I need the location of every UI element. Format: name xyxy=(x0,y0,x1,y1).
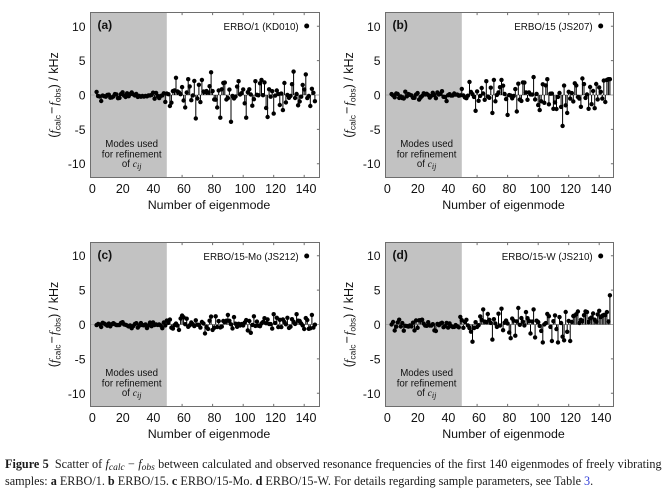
svg-text:60: 60 xyxy=(177,182,191,196)
svg-text:40: 40 xyxy=(146,182,160,196)
svg-text:(fcalc − fobs) / kHz: (fcalc − fobs) / kHz xyxy=(340,282,358,367)
svg-text:Modes used: Modes used xyxy=(400,368,453,379)
svg-text:0: 0 xyxy=(384,182,391,196)
svg-text:(fcalc − fobs) / kHz: (fcalc − fobs) / kHz xyxy=(45,52,63,137)
svg-text:40: 40 xyxy=(441,411,455,425)
svg-text:-10: -10 xyxy=(68,157,86,171)
svg-text:0: 0 xyxy=(79,89,86,103)
svg-text:(c): (c) xyxy=(98,248,113,262)
svg-text:100: 100 xyxy=(530,411,551,425)
svg-text:20: 20 xyxy=(116,411,130,425)
svg-text:100: 100 xyxy=(530,182,551,196)
svg-text:10: 10 xyxy=(72,249,86,263)
svg-text:of cij: of cij xyxy=(122,159,142,171)
svg-text:-10: -10 xyxy=(363,387,381,401)
svg-text:ERBO/1 (KD010): ERBO/1 (KD010) xyxy=(224,22,299,33)
svg-text:80: 80 xyxy=(502,411,516,425)
svg-text:100: 100 xyxy=(235,182,256,196)
svg-text:0: 0 xyxy=(79,318,86,332)
svg-text:-10: -10 xyxy=(68,387,86,401)
svg-text:10: 10 xyxy=(367,249,381,263)
svg-text:0: 0 xyxy=(89,411,96,425)
svg-text:-5: -5 xyxy=(75,352,86,366)
svg-text:of cij: of cij xyxy=(417,388,437,400)
svg-text:140: 140 xyxy=(296,411,317,425)
svg-text:10: 10 xyxy=(72,20,86,34)
svg-text:5: 5 xyxy=(79,284,86,298)
svg-text:-5: -5 xyxy=(370,123,381,137)
svg-text:for refinement: for refinement xyxy=(102,149,162,160)
svg-text:60: 60 xyxy=(177,411,191,425)
svg-text:Modes used: Modes used xyxy=(105,368,158,379)
svg-text:5: 5 xyxy=(374,284,381,298)
svg-text:20: 20 xyxy=(411,182,425,196)
svg-text:140: 140 xyxy=(591,182,612,196)
svg-text:40: 40 xyxy=(146,411,160,425)
svg-text:120: 120 xyxy=(560,411,581,425)
svg-text:for refinement: for refinement xyxy=(102,378,162,389)
svg-text:120: 120 xyxy=(560,182,581,196)
svg-text:(a): (a) xyxy=(98,18,113,32)
svg-text:0: 0 xyxy=(374,318,381,332)
svg-text:ERBO/15 (JS207): ERBO/15 (JS207) xyxy=(514,22,592,33)
svg-text:Modes used: Modes used xyxy=(400,139,453,150)
svg-text:(d): (d) xyxy=(393,248,408,262)
svg-text:ERBO/15-W (JS210): ERBO/15-W (JS210) xyxy=(502,252,593,263)
svg-text:60: 60 xyxy=(472,182,486,196)
svg-text:5: 5 xyxy=(374,54,381,68)
svg-text:Number of eigenmode: Number of eigenmode xyxy=(148,427,271,441)
svg-text:80: 80 xyxy=(207,182,221,196)
svg-text:5: 5 xyxy=(79,54,86,68)
svg-text:140: 140 xyxy=(591,411,612,425)
svg-text:10: 10 xyxy=(367,20,381,34)
svg-text:Modes used: Modes used xyxy=(105,139,158,150)
svg-text:for refinement: for refinement xyxy=(397,149,457,160)
svg-text:60: 60 xyxy=(472,411,486,425)
svg-text:20: 20 xyxy=(411,411,425,425)
svg-text:0: 0 xyxy=(374,89,381,103)
svg-text:20: 20 xyxy=(116,182,130,196)
svg-text:0: 0 xyxy=(384,411,391,425)
svg-text:120: 120 xyxy=(265,411,286,425)
svg-text:-5: -5 xyxy=(370,352,381,366)
svg-text:-5: -5 xyxy=(75,123,86,137)
svg-text:(b): (b) xyxy=(393,18,408,32)
svg-text:40: 40 xyxy=(441,182,455,196)
svg-text:(fcalc − fobs) / kHz: (fcalc − fobs) / kHz xyxy=(45,282,63,367)
svg-text:80: 80 xyxy=(502,182,516,196)
svg-text:80: 80 xyxy=(207,411,221,425)
svg-text:0: 0 xyxy=(89,182,96,196)
svg-text:120: 120 xyxy=(265,182,286,196)
svg-text:of cij: of cij xyxy=(417,159,437,171)
svg-text:for refinement: for refinement xyxy=(397,378,457,389)
svg-text:Number of eigenmode: Number of eigenmode xyxy=(442,198,565,212)
svg-text:-10: -10 xyxy=(363,157,381,171)
svg-text:100: 100 xyxy=(235,411,256,425)
svg-text:ERBO/15-Mo (JS212): ERBO/15-Mo (JS212) xyxy=(203,252,298,263)
svg-text:(fcalc − fobs) / kHz: (fcalc − fobs) / kHz xyxy=(340,52,358,137)
svg-text:Number of eigenmode: Number of eigenmode xyxy=(442,427,565,441)
svg-text:140: 140 xyxy=(296,182,317,196)
svg-text:Number of eigenmode: Number of eigenmode xyxy=(148,198,271,212)
svg-text:of cij: of cij xyxy=(122,388,142,400)
